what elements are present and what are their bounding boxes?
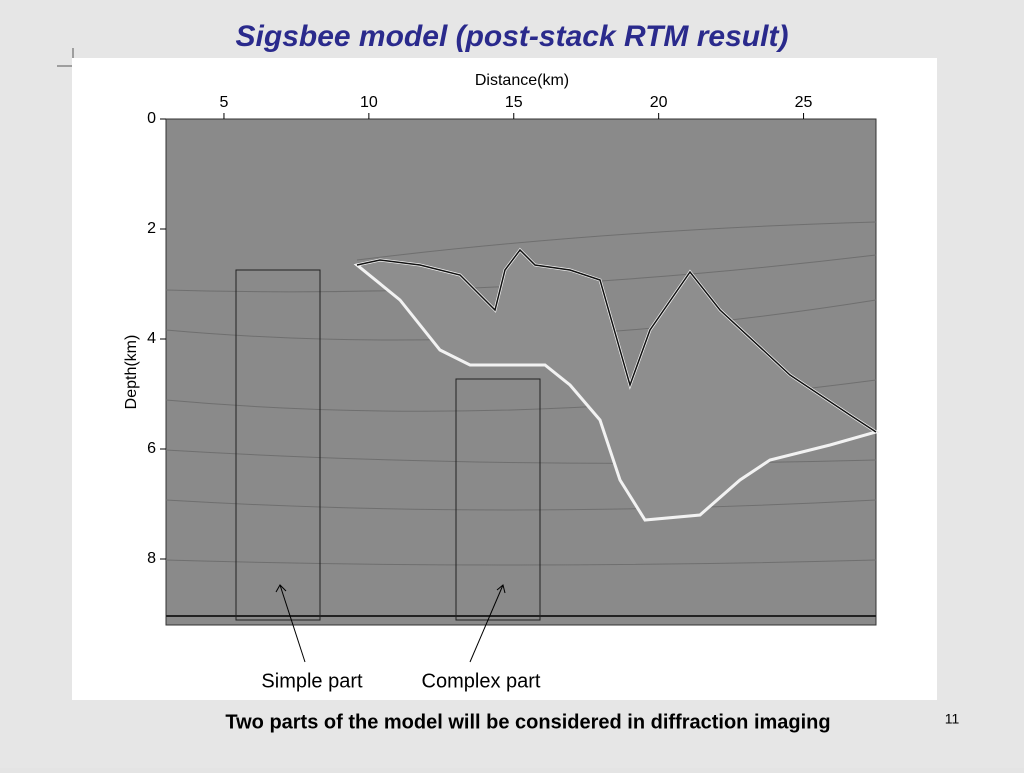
y-tick-label: 8 <box>147 550 156 567</box>
arrow <box>469 584 504 663</box>
y-axis-label: Depth(km) <box>123 335 140 410</box>
slide-title: Sigsbee model (post-stack RTM result) <box>236 20 789 53</box>
caption: Two parts of the model will be considere… <box>225 711 830 733</box>
y-tick-label: 4 <box>147 330 156 347</box>
salt-top <box>356 248 877 433</box>
arrow <box>279 584 306 663</box>
annotation: Complex part <box>422 670 541 692</box>
x-tick-label: 25 <box>795 94 813 111</box>
x-tick-label: 10 <box>360 94 378 111</box>
page-number: 11 <box>945 711 960 727</box>
y-tick-label: 2 <box>147 220 156 237</box>
x-tick-label: 20 <box>650 94 668 111</box>
x-tick-label: 15 <box>505 94 523 111</box>
x-axis-label: Distance(km) <box>475 72 569 89</box>
complex-box <box>455 378 541 621</box>
x-tick-label: 5 <box>220 94 229 111</box>
y-tick-label: 6 <box>147 440 156 457</box>
arrow-head <box>496 584 506 594</box>
arrow-head <box>275 584 287 593</box>
annotation: Simple part <box>261 670 363 692</box>
y-tick-label: 0 <box>147 110 156 127</box>
simple-box <box>235 269 321 621</box>
